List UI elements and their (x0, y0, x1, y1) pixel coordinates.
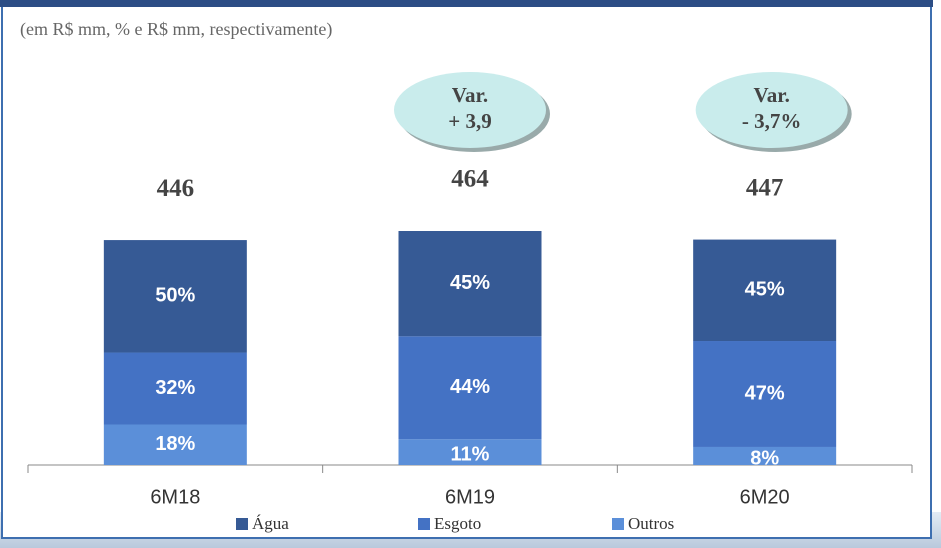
variation-text: + 3,9 (448, 109, 491, 133)
variation-text: Var. (753, 83, 789, 107)
legend-label: Esgoto (434, 514, 481, 533)
bar-segment (398, 231, 542, 337)
bar-segment (398, 439, 542, 465)
segment-label: 45% (450, 272, 490, 294)
bar-segment (103, 240, 247, 353)
bar-segment (693, 446, 837, 465)
segment-label: 47% (745, 382, 785, 404)
variation-bubble (394, 72, 546, 148)
legend-swatch (612, 518, 624, 530)
bar-segment (693, 341, 837, 447)
subtitle: (em R$ mm, % e R$ mm, respectivamente) (20, 19, 332, 40)
x-tick-label: 6M19 (445, 486, 495, 508)
segment-label: 44% (450, 376, 490, 398)
segment-label: 50% (155, 285, 195, 307)
legend-label: Água (252, 514, 289, 533)
top-band (0, 0, 933, 7)
total-label: 464 (451, 166, 489, 193)
x-tick-label: 6M20 (740, 486, 790, 508)
x-tick-label: 6M18 (150, 486, 200, 508)
segment-label: 18% (155, 433, 195, 455)
legend-swatch (236, 518, 248, 530)
legend-label: Outros (628, 514, 674, 533)
segment-label: 8% (750, 447, 779, 469)
segment-label: 32% (155, 377, 195, 399)
bar-segment (693, 239, 837, 342)
total-label: 447 (746, 174, 784, 201)
total-label: 446 (157, 175, 195, 202)
segment-label: 11% (451, 443, 490, 465)
bar-segment (398, 336, 542, 440)
variation-text: - 3,7% (742, 109, 802, 133)
bar-segment (103, 352, 247, 425)
bar-segment (103, 424, 247, 465)
legend-swatch (418, 518, 430, 530)
variation-bubble (695, 72, 848, 148)
segment-label: 45% (745, 279, 785, 301)
variation-text: Var. (452, 83, 488, 107)
